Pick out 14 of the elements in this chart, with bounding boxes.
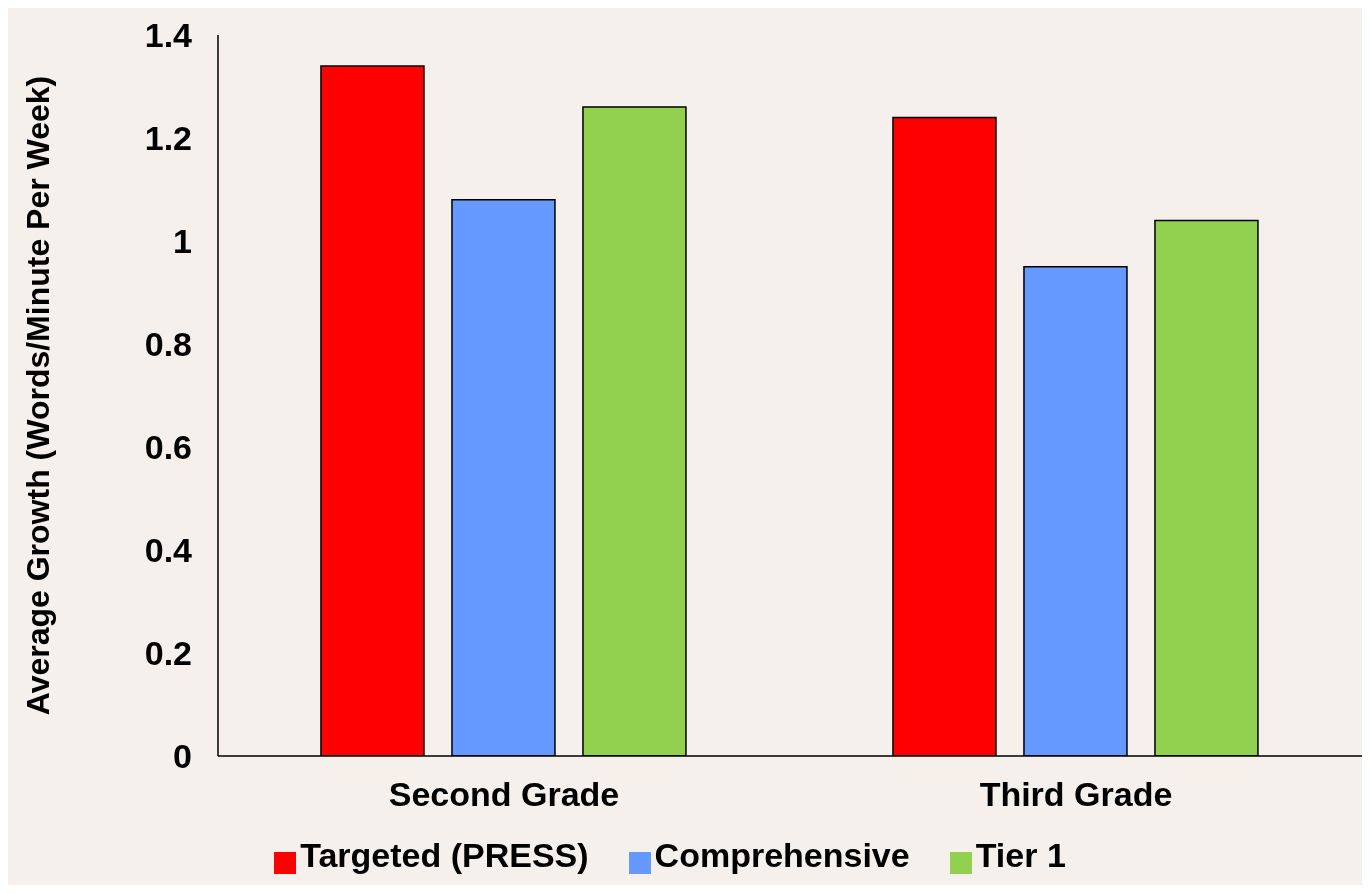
y-tick-label: 1.4 <box>144 16 193 55</box>
y-tick-label: 0.4 <box>144 531 193 570</box>
x-tick-label: Third Grade <box>979 775 1173 814</box>
y-tick-label: 1.2 <box>144 119 192 158</box>
legend-label: Tier 1 <box>975 836 1066 874</box>
x-tick-label: Second Grade <box>388 775 620 814</box>
y-axis-title: Average Growth (Words/Minute Per Week) <box>20 75 57 716</box>
legend-label: Targeted (PRESS) <box>300 836 589 874</box>
y-tick-label: 0.8 <box>144 325 192 364</box>
y-tick-label: 0.6 <box>144 428 192 467</box>
y-tick-label: 1 <box>173 222 192 261</box>
y-tick-label: 0 <box>173 737 192 776</box>
y-tick-label: 0.2 <box>144 634 192 673</box>
legend-label: Comprehensive <box>654 836 910 874</box>
